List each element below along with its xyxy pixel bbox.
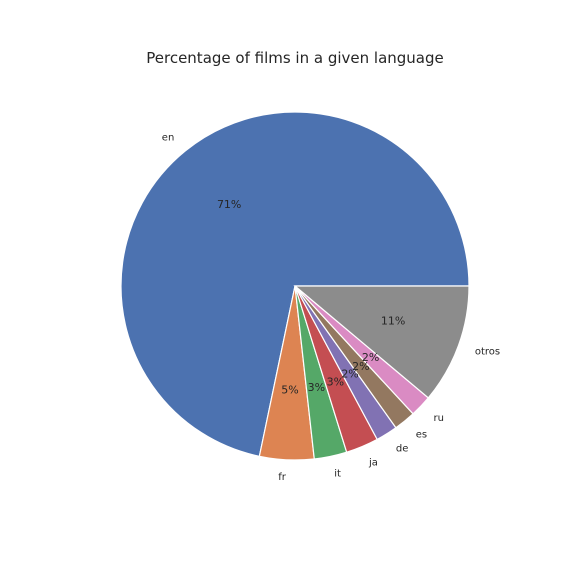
percent-label-otros: 11% xyxy=(381,315,405,328)
percent-labels: 71%5% 3% 3%2%2%2%11% xyxy=(217,198,405,396)
pie-slices xyxy=(120,111,470,461)
category-label-it: it xyxy=(334,468,341,479)
category-label-ru: ru xyxy=(434,413,444,424)
pie-slice-otros xyxy=(293,285,470,399)
category-label-fr: fr xyxy=(278,472,287,483)
percent-label-fr: 5% xyxy=(281,383,298,396)
chart-title: Percentage of films in a given language xyxy=(146,49,444,67)
percent-label-en: 71% xyxy=(217,198,241,211)
percent-label-ru: 2% xyxy=(362,351,379,364)
category-label-en: en xyxy=(162,132,175,143)
category-label-ja: ja xyxy=(368,458,378,469)
percent-label-de: 2% xyxy=(341,368,358,381)
percent-label-ja: 3% xyxy=(327,375,344,388)
category-label-es: es xyxy=(416,430,427,441)
pie-slice-en xyxy=(120,111,470,458)
percent-label-es: 2% xyxy=(352,360,369,373)
category-label-de: de xyxy=(396,444,409,455)
percent-label-it: 3% xyxy=(308,381,325,394)
category-label-otros: otros xyxy=(475,346,500,357)
